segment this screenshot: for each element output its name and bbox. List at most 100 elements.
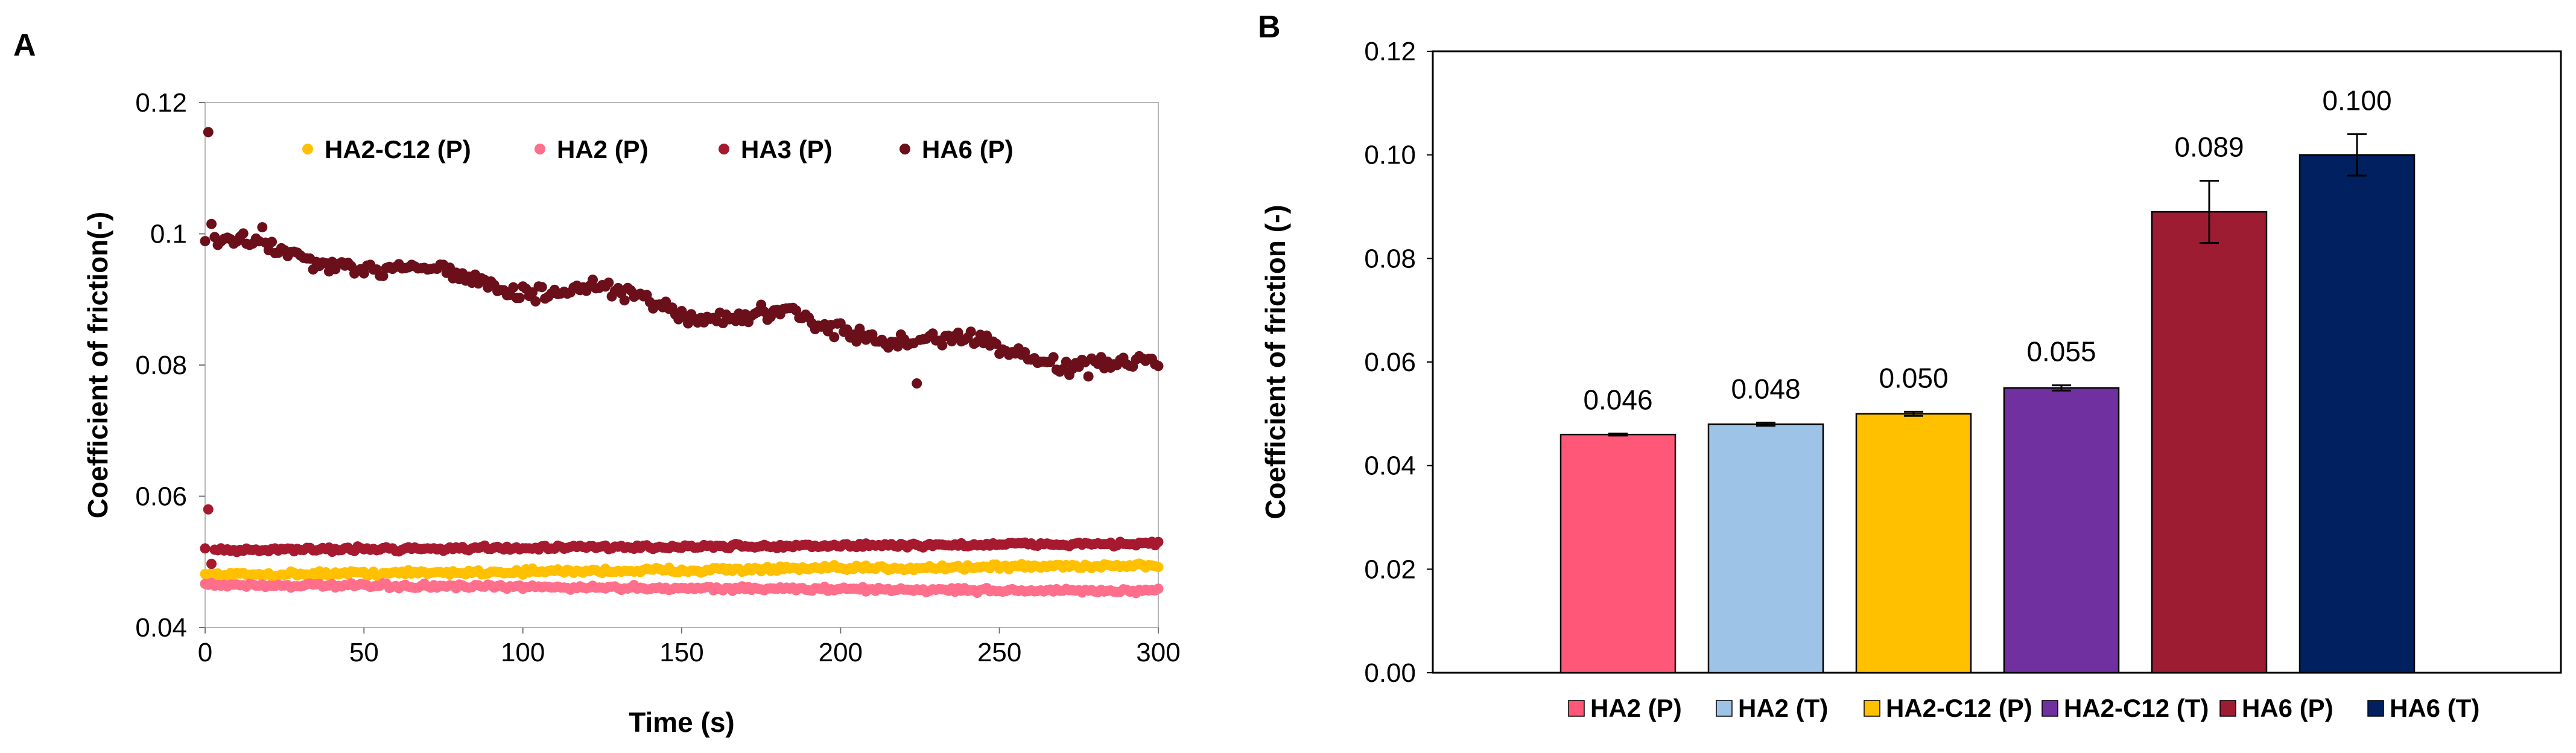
data-point (1083, 371, 1094, 382)
y-tick-label: 0.12 (1364, 37, 1416, 66)
data-point (514, 293, 525, 303)
data-label: 0.050 (1879, 362, 1948, 393)
panel-b-y-axis-title: Coefficient of friction (-) (1260, 205, 1291, 519)
x-tick-label: 100 (501, 638, 545, 667)
data-point (588, 275, 598, 285)
y-tick-label: 0.06 (1364, 348, 1416, 377)
data-label: 0.055 (2026, 336, 2096, 367)
y-tick-label: 0.04 (1364, 451, 1416, 481)
legend-swatch (2219, 700, 2236, 717)
legend-label: HA2-C12 (P) (1886, 694, 2032, 722)
legend-swatch (2041, 700, 2058, 717)
data-point (536, 282, 547, 293)
legend-marker (302, 144, 313, 154)
bar (2298, 154, 2416, 674)
y-tick-label: 0.08 (135, 351, 187, 380)
data-label: 0.089 (2174, 132, 2244, 163)
legend-label: HA6 (T) (2390, 694, 2479, 722)
y-tick-label: 0.08 (1364, 244, 1416, 273)
legend-label: HA6 (P) (922, 135, 1014, 164)
panel-b-axes: 0.00 0.02 0.04 0.06 0.08 0.10 0.12 (1364, 37, 1433, 688)
data-point (1061, 357, 1071, 367)
data-point (206, 559, 217, 570)
data-point (203, 504, 214, 515)
panel-b-bars: 0.046 0.048 0.050 0.055 0.089 0.100 (1559, 84, 2416, 674)
panel-b-bar-chart: B 0.000.020.040.060.080.100.12 0.046 0.04… (1258, 10, 2562, 722)
x-tick-label: 300 (1136, 638, 1180, 667)
x-tick-label: 200 (819, 638, 863, 667)
y-tick-label: 0.04 (135, 613, 187, 643)
data-point (965, 326, 976, 337)
bar (1559, 433, 1677, 674)
data-point (1153, 562, 1164, 573)
data-point (530, 296, 541, 307)
data-point (937, 340, 948, 351)
y-tick-label: 0.10 (1364, 141, 1416, 170)
legend-label: HA6 (P) (2242, 694, 2333, 722)
panel-a-axes: 0 50 100 150 200 250 300 0.04 0.06 0.08 0.1 0.12 (135, 88, 1180, 667)
series-ha2-p- (200, 577, 1164, 599)
panel-a-scatter-chart: A 0 50 100 150 200 250 3000.040.060.080.10.12 … (13, 28, 1181, 738)
series-ha6-p- (200, 127, 1164, 389)
panel-b-letter: B (1258, 10, 1281, 45)
x-tick-label: 0 (198, 638, 212, 667)
bar (1707, 423, 1824, 674)
bar (2003, 387, 2120, 674)
series-ha3-p- (200, 504, 1164, 570)
legend-label: HA2 (T) (1738, 694, 1828, 722)
panel-a-data-points (200, 127, 1164, 599)
y-tick-label: 0.00 (1364, 658, 1416, 688)
data-point (953, 327, 963, 338)
data-point (851, 336, 862, 347)
legend-swatch (1864, 700, 1880, 717)
y-tick-label: 0.06 (135, 482, 187, 512)
bar (1855, 413, 1972, 674)
bar (2151, 211, 2268, 674)
legend-swatch (1716, 700, 1733, 717)
data-point (257, 222, 268, 233)
data-point (238, 228, 249, 239)
legend-swatch (2367, 700, 2384, 717)
panel-a-y-axis-title: Coefficient of friction(-) (82, 212, 113, 519)
data-point (829, 332, 840, 343)
data-point (203, 127, 214, 138)
data-point (892, 341, 903, 352)
y-tick-label: 0.1 (150, 220, 187, 249)
legend-label: HA2 (P) (1590, 694, 1682, 722)
data-point (508, 282, 519, 293)
x-tick-label: 50 (349, 638, 379, 667)
data-point (1153, 583, 1164, 594)
data-label: 0.046 (1583, 384, 1652, 415)
panel-a-x-axis-title: Time (s) (629, 707, 735, 738)
data-point (200, 543, 211, 554)
data-point (358, 268, 369, 279)
panel-a-letter: A (13, 28, 36, 63)
y-tick-label: 0.12 (135, 88, 187, 118)
data-point (267, 237, 278, 247)
panel-a-legend: HA2-C12 (P) HA2 (P) HA3 (P) HA6 (P) (302, 135, 1014, 164)
x-tick-label: 150 (659, 638, 703, 667)
legend-marker (535, 144, 545, 154)
panel-b-legend: HA2 (P) HA2 (T) HA2-C12 (P) HA2-C12 (T) HA6 … (1568, 694, 2479, 722)
data-point (378, 270, 389, 281)
legend-label: HA3 (P) (741, 135, 833, 164)
data-point (619, 295, 630, 306)
data-point (206, 218, 217, 229)
data-label: 0.048 (1731, 373, 1800, 404)
legend-marker (899, 144, 910, 154)
legend-label: HA2-C12 (T) (2064, 694, 2209, 722)
y-tick-label: 0.02 (1364, 554, 1416, 584)
data-point (200, 236, 211, 247)
x-tick-label: 250 (977, 638, 1021, 667)
data-point (912, 378, 922, 389)
data-point (835, 318, 846, 329)
legend-marker (719, 144, 729, 154)
legend-swatch (1568, 700, 1585, 717)
legend-label: HA2-C12 (P) (325, 135, 471, 164)
data-label: 0.100 (2322, 84, 2391, 116)
legend-label: HA2 (P) (557, 135, 649, 164)
data-point (1048, 352, 1059, 363)
data-point (1153, 361, 1164, 372)
data-point (603, 278, 614, 288)
